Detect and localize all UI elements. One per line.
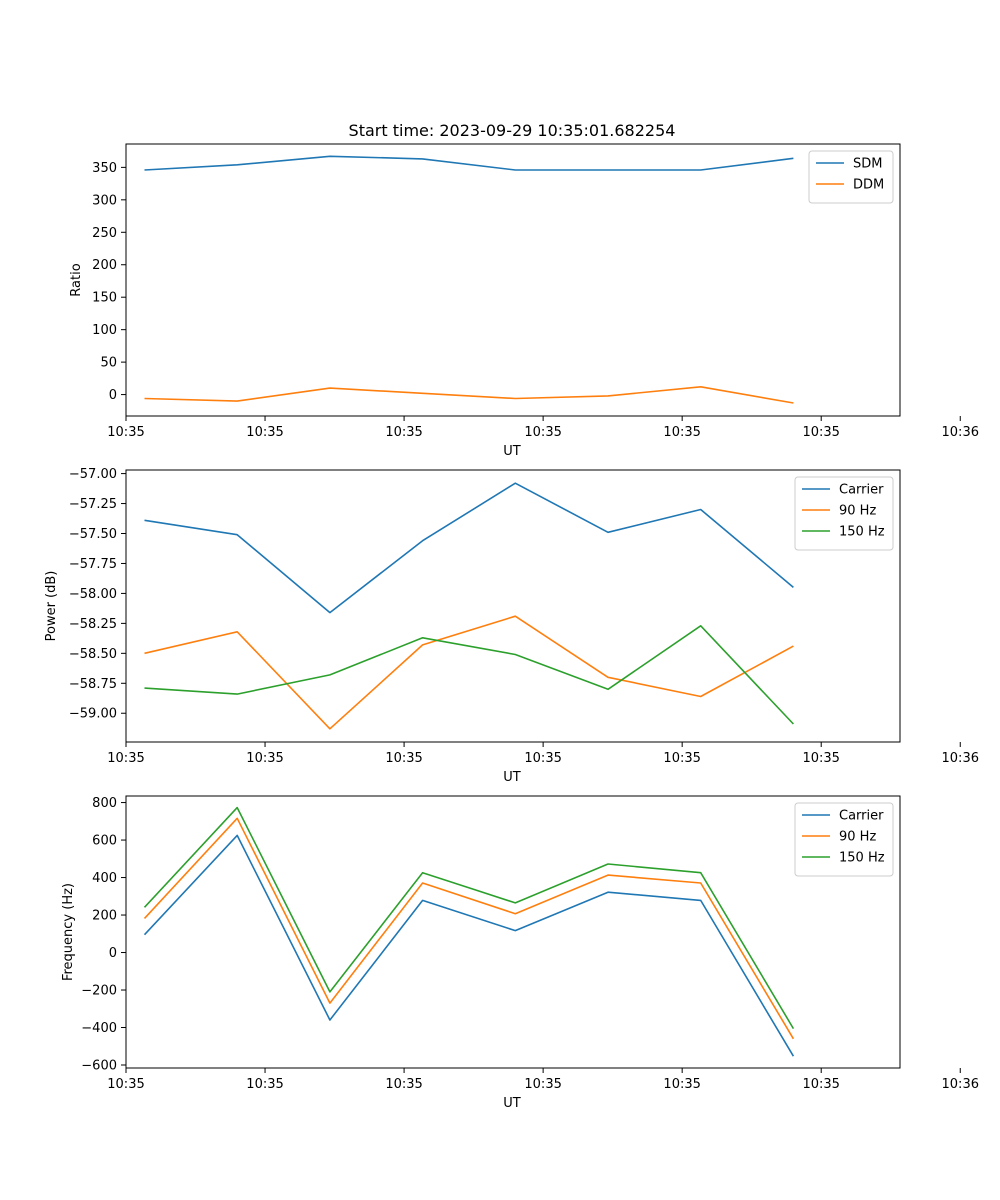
y-tick-label: −57.00 <box>69 467 117 482</box>
y-tick-label: −200 <box>81 984 117 999</box>
y-tick-label: 250 <box>92 226 117 241</box>
series-line-sdm <box>144 155 794 171</box>
y-tick-label: 350 <box>92 161 117 176</box>
x-tick-label: 10:35 <box>107 425 144 440</box>
x-tick-label: 10:35 <box>246 1077 283 1092</box>
y-tick-label: −59.00 <box>69 707 117 722</box>
legend-label: 90 Hz <box>839 830 876 845</box>
y-tick-label: −58.25 <box>69 617 117 632</box>
y-tick-label: −600 <box>81 1059 117 1074</box>
legend-label: 150 Hz <box>839 851 885 866</box>
legend-box <box>808 150 894 204</box>
y-tick-label: −400 <box>81 1021 117 1036</box>
subplot-power: 10:35 10:35 10:35 10:35 10:35 10:35 10:36 −59.0… <box>44 467 979 785</box>
y-tick-label: 600 <box>92 834 117 849</box>
x-tick-label: 10:35 <box>385 751 422 766</box>
series-line-90-hz <box>143 817 795 1040</box>
y-tick-label: 200 <box>92 258 117 273</box>
plot-frame <box>125 469 901 743</box>
x-axis-label: UT <box>503 444 521 459</box>
plot-frame <box>125 143 901 417</box>
x-tick-label: 10:35 <box>385 1077 422 1092</box>
y-axis-label: Ratio <box>69 263 84 296</box>
y-tick-label: 300 <box>92 193 117 208</box>
series-line-150-hz <box>143 806 795 1030</box>
x-tick-label: 10:35 <box>107 1077 144 1092</box>
plot-frame <box>125 795 901 1069</box>
series-line-150-hz <box>144 624 794 725</box>
x-tick-label: 10:35 <box>663 751 700 766</box>
legend-label: SDM <box>853 157 882 172</box>
x-tick-label: 10:35 <box>663 1077 700 1092</box>
legend-label: DDM <box>853 178 884 193</box>
y-axis-label: Frequency (Hz) <box>61 883 76 981</box>
x-axis-label: UT <box>503 1096 521 1111</box>
subplot-frequency: 10:35 10:35 10:35 10:35 10:35 10:35 10:36 −600 −… <box>61 795 979 1111</box>
y-tick-label: −57.75 <box>69 557 117 572</box>
x-axis-label: UT <box>503 770 521 785</box>
y-tick-label: 400 <box>92 871 117 886</box>
y-tick-label: 200 <box>92 909 117 924</box>
x-tick-label: 10:35 <box>246 751 283 766</box>
legend-label: 90 Hz <box>839 504 876 519</box>
y-tick-label: 0 <box>109 388 117 403</box>
y-tick-label: −57.50 <box>69 527 117 542</box>
legend-label: Carrier <box>839 483 884 498</box>
legend: Carrier 90 Hz 150 Hz <box>794 802 894 877</box>
legend: SDM DDM <box>808 150 894 204</box>
legend-label: 150 Hz <box>839 525 885 540</box>
y-tick-label: 150 <box>92 291 117 306</box>
x-tick-label: 10:35 <box>802 751 839 766</box>
y-tick-label: 50 <box>100 356 117 371</box>
x-tick-label: 10:36 <box>942 751 979 766</box>
y-tick-label: −58.75 <box>69 677 117 692</box>
y-axis-label: Power (dB) <box>44 571 59 642</box>
x-tick-label: 10:35 <box>802 1077 839 1092</box>
x-tick-label: 10:35 <box>663 425 700 440</box>
series-line-90-hz <box>144 615 794 730</box>
x-tick-label: 10:35 <box>107 751 144 766</box>
x-tick-label: 10:36 <box>942 1077 979 1092</box>
x-tick-label: 10:35 <box>385 425 422 440</box>
x-tick-label: 10:35 <box>524 425 561 440</box>
y-tick-label: −57.25 <box>69 497 117 512</box>
series-line-carrier <box>143 834 795 1057</box>
x-tick-label: 10:35 <box>524 1077 561 1092</box>
y-tick-label: −58.00 <box>69 587 117 602</box>
y-tick-label: 100 <box>92 323 117 338</box>
y-tick-label: 800 <box>92 796 117 811</box>
x-tick-label: 10:36 <box>942 425 979 440</box>
plots-container: 10:35 10:35 10:35 10:35 10:35 10:35 10:36 0 50 10… <box>44 143 979 1111</box>
subplot-ratio: 10:35 10:35 10:35 10:35 10:35 10:35 10:36 0 50 10… <box>69 143 979 459</box>
legend-label: Carrier <box>839 809 884 824</box>
x-tick-label: 10:35 <box>524 751 561 766</box>
legend: Carrier 90 Hz 150 Hz <box>794 476 894 551</box>
y-tick-label: 0 <box>109 946 117 961</box>
series-line-carrier <box>144 482 794 614</box>
x-tick-label: 10:35 <box>802 425 839 440</box>
chart-title: Start time: 2023-09-29 10:35:01.682254 <box>349 121 676 140</box>
y-tick-label: −58.50 <box>69 647 117 662</box>
series-line-ddm <box>144 385 794 404</box>
x-tick-label: 10:35 <box>246 425 283 440</box>
